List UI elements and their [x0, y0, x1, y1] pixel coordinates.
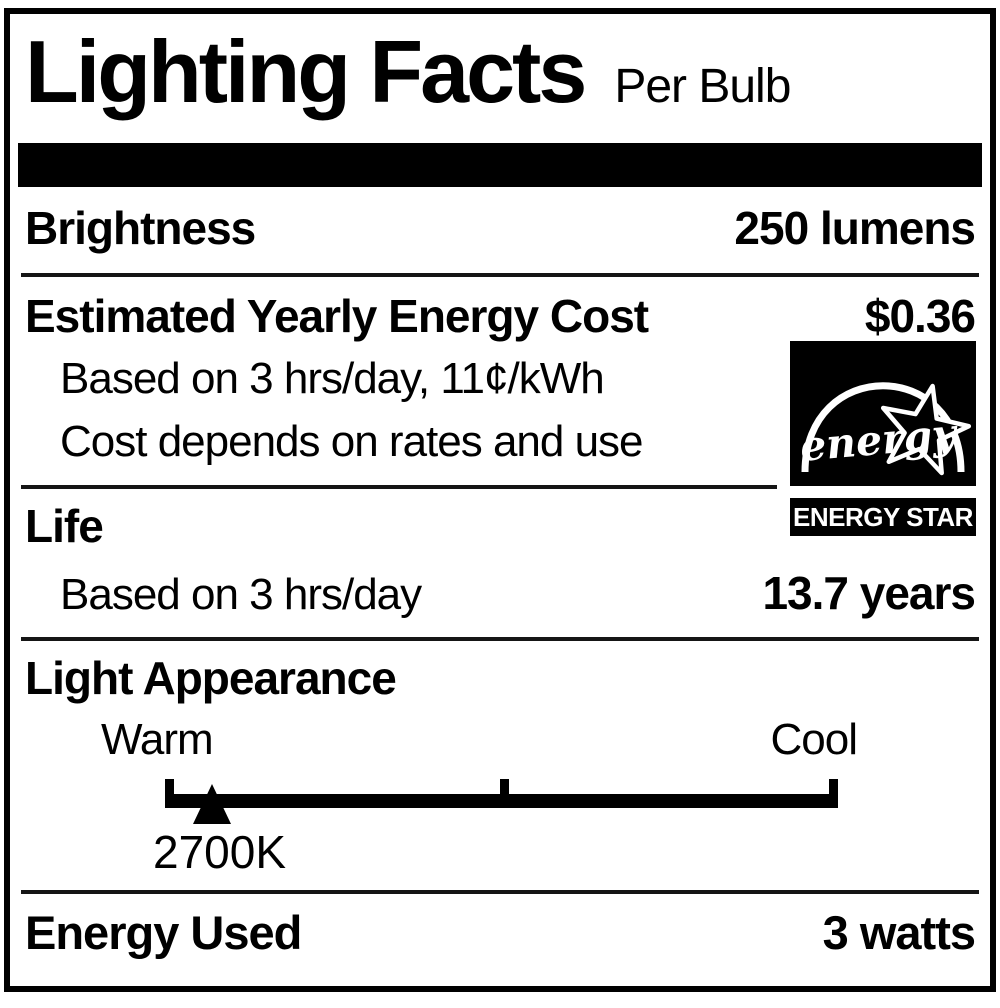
- life-note: Based on 3 hrs/day: [60, 570, 422, 619]
- divider-short: [21, 485, 777, 489]
- brightness-label: Brightness: [25, 202, 256, 254]
- energy-star-mark-icon: energy: [790, 341, 976, 486]
- scale-tick-cool: [829, 779, 838, 808]
- energy-cost-note-rates: Cost depends on rates and use: [60, 417, 644, 466]
- energy-used-section: Energy Used 3 watts: [25, 894, 976, 961]
- label-title: Lighting Facts: [25, 22, 587, 121]
- label-subtitle: Per Bulb: [614, 60, 791, 113]
- energy-star-wordmark: ENERGY STAR: [790, 498, 976, 536]
- brightness-section: Brightness 250 lumens: [25, 187, 976, 273]
- energy-cost-section: Estimated Yearly Energy Cost $0.36 Based…: [25, 277, 976, 536]
- energy-cost-value: $0.36: [864, 290, 976, 342]
- warm-label: Warm: [101, 715, 214, 764]
- energy-used-value: 3 watts: [822, 906, 976, 959]
- life-label: Life: [25, 500, 104, 552]
- brightness-value: 250 lumens: [734, 202, 976, 254]
- divider: [21, 637, 979, 641]
- energy-star-logo: energy ENERGY STAR: [790, 341, 976, 536]
- energy-cost-label: Estimated Yearly Energy Cost: [25, 290, 649, 342]
- lighting-facts-label: Lighting Facts Per Bulb Brightness 250 l…: [4, 8, 996, 992]
- scale-tick-middle: [500, 779, 510, 808]
- color-temp-marker: [193, 784, 232, 824]
- cool-label: Cool: [770, 715, 858, 764]
- divider: [21, 890, 979, 894]
- light-appearance-section: Light Appearance Warm Cool 2700K: [25, 641, 975, 876]
- label-header: Lighting Facts Per Bulb: [25, 28, 975, 134]
- color-temp-value: 2700K: [153, 826, 287, 878]
- light-appearance-label: Light Appearance: [25, 652, 397, 704]
- header-black-bar: [18, 143, 982, 187]
- life-value: 13.7 years: [762, 567, 976, 619]
- energy-cost-note-basis: Based on 3 hrs/day, 11¢/kWh: [60, 354, 605, 403]
- energy-used-label: Energy Used: [25, 906, 302, 959]
- color-temperature-scale: [165, 779, 838, 824]
- life-section: Life Based on 3 hrs/day 13.7 years: [25, 489, 976, 637]
- divider: [21, 273, 979, 277]
- scale-tick-warm: [165, 779, 174, 808]
